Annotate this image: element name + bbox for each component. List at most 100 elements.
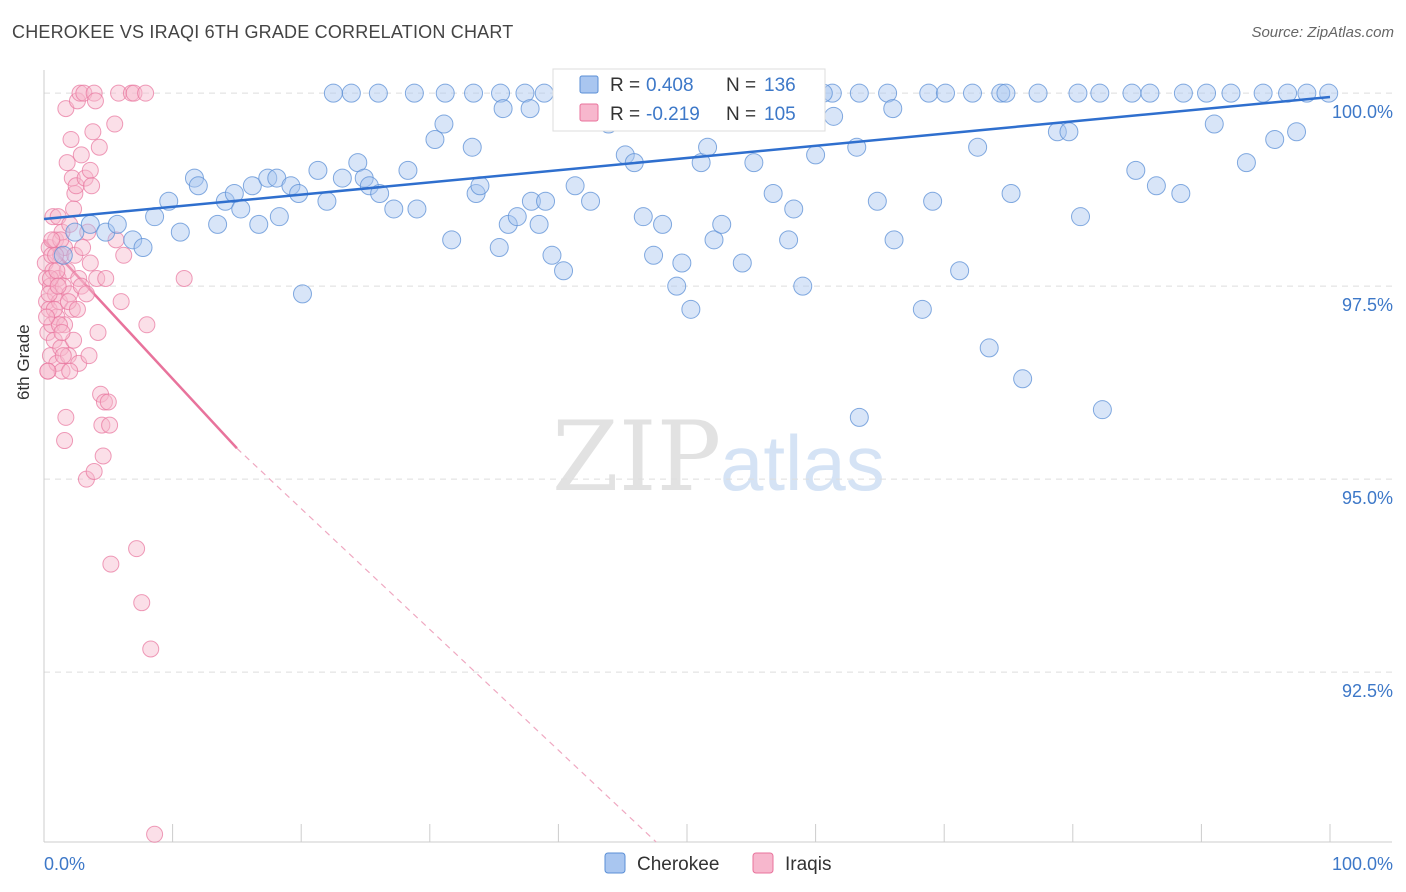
cherokee-point (779, 230, 799, 250)
cherokee-points (53, 83, 1339, 427)
cherokee-point (332, 168, 352, 188)
iraqis-point (88, 269, 106, 287)
cherokee-point (407, 199, 427, 219)
cherokee-point (529, 214, 549, 234)
iraqis-point (38, 308, 56, 326)
iraqis-point (80, 347, 98, 365)
iraqis-point (112, 293, 130, 311)
iraqis-points (36, 84, 193, 843)
cherokee-point (308, 160, 328, 180)
y-tick-label: 97.5% (1342, 295, 1393, 315)
axes (43, 70, 1392, 843)
cherokee-point (1253, 83, 1273, 103)
cherokee-point (370, 184, 390, 204)
iraqis-point (175, 269, 193, 287)
iraqis-point (77, 285, 95, 303)
cherokee-point (1204, 114, 1224, 134)
watermark-atlas: atlas (720, 419, 885, 507)
x-tick-label: 0.0% (44, 854, 85, 874)
cherokee-point (536, 191, 556, 211)
iraqis-point (71, 84, 89, 102)
cherokee-point (867, 191, 887, 211)
cherokee-point (744, 153, 764, 173)
cherokee-point (1122, 83, 1142, 103)
iraqis-trend-line (43, 238, 238, 450)
cherokee-point (123, 230, 143, 250)
iraqis-point (72, 146, 90, 164)
cherokee-point (1221, 83, 1241, 103)
y-tick-label: 92.5% (1342, 681, 1393, 701)
cherokee-point (242, 176, 262, 196)
cherokee-point (491, 83, 511, 103)
legend-n-label-cherokee: N = (726, 75, 756, 96)
cherokee-point (1140, 83, 1160, 103)
cherokee-point (208, 214, 228, 234)
legend-n-label-iraqis: N = (726, 104, 756, 125)
cherokee-point (672, 253, 692, 273)
cherokee-point (784, 199, 804, 219)
cherokee-point (1236, 153, 1256, 173)
cherokee-point (1071, 207, 1091, 227)
iraqis-point (102, 555, 120, 573)
iraqis-point (97, 269, 115, 287)
cherokee-point (667, 276, 687, 296)
iraqis-point (115, 246, 133, 264)
iraqis-point (137, 84, 155, 102)
legend-item-iraqis: Iraqis (785, 854, 831, 875)
iraqis-point (106, 115, 124, 133)
cherokee-point (793, 276, 813, 296)
iraqis-trend (43, 238, 657, 843)
cherokee-point (65, 222, 85, 242)
iraqis-point (68, 300, 86, 318)
cherokee-point (515, 83, 535, 103)
iraqis-point (62, 130, 80, 148)
cherokee-point (323, 83, 343, 103)
iraqis-trend-extension (236, 447, 657, 843)
legend-n-value-iraqis: 105 (764, 104, 796, 125)
cherokee-point (681, 299, 701, 319)
cherokee-point (732, 253, 752, 273)
cherokee-point (188, 176, 208, 196)
cherokee-point (806, 145, 826, 165)
legend-r-label-cherokee: R = (610, 75, 640, 96)
legend-item-cherokee: Cherokee (637, 854, 719, 875)
iraqis-point (63, 300, 81, 318)
cherokee-point (1265, 129, 1285, 149)
cherokee-point (554, 261, 574, 281)
cherokee-point (96, 222, 116, 242)
cherokee-point (434, 114, 454, 134)
cherokee-point (520, 99, 540, 119)
cherokee-point (712, 214, 732, 234)
cherokee-point (644, 245, 664, 265)
series-legend: Cherokee Iraqis (604, 852, 831, 875)
iraqis-point (90, 138, 108, 156)
iraqis-point (84, 123, 102, 141)
cherokee-point (935, 83, 955, 103)
cherokee-point (249, 214, 269, 234)
cherokee-point (979, 338, 999, 358)
cherokee-point (341, 83, 361, 103)
cherokee-point (521, 191, 541, 211)
iraqis-point (138, 316, 156, 334)
cherokee-point (704, 230, 724, 250)
x-tick-label: 100.0% (1332, 854, 1393, 874)
cherokee-point (1319, 83, 1339, 103)
cherokee-point (145, 207, 165, 227)
cherokee-point (763, 184, 783, 204)
cherokee-point (292, 284, 312, 304)
iraqis-point (99, 393, 117, 411)
iraqis-point (52, 231, 70, 249)
cherokee-point (1001, 184, 1021, 204)
legend-item-cherokee-swatch (604, 852, 626, 874)
cherokee-point (534, 83, 554, 103)
cherokee-point (1090, 83, 1110, 103)
legend-r-label-iraqis: R = (610, 104, 640, 125)
cherokee-point (824, 106, 844, 126)
iraqis-point (83, 177, 101, 195)
cherokee-point (425, 129, 445, 149)
iraqis-point (56, 432, 74, 450)
cherokee-point (435, 83, 455, 103)
cherokee-point (231, 199, 251, 219)
iraqis-point (128, 540, 146, 558)
